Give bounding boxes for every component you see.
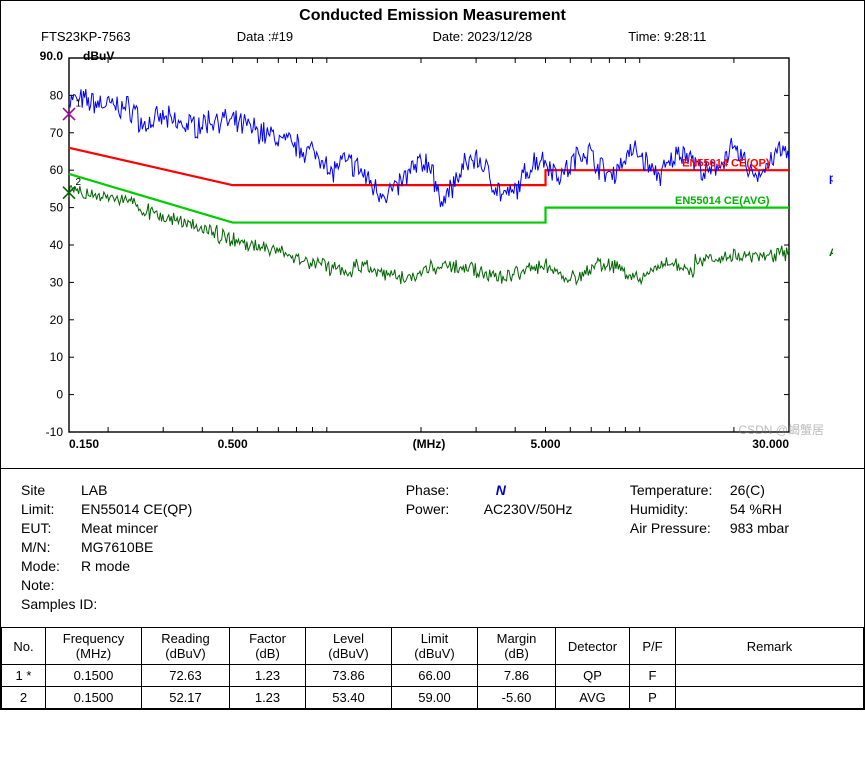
svg-text:40: 40 xyxy=(50,238,64,252)
page-title: Conducted Emission Measurement xyxy=(1,1,864,27)
svg-text:5.000: 5.000 xyxy=(530,437,560,451)
svg-text:30: 30 xyxy=(50,275,64,289)
svg-text:30.000: 30.000 xyxy=(752,437,789,451)
power-value: AC230V/50Hz xyxy=(484,501,573,517)
chart-area: -10 0 10 20 30 40 50 60 70 80 90.0 dBuV 0.150 0.500 5.… xyxy=(1,48,864,468)
eut-value: Meat mincer xyxy=(81,520,158,536)
mn-label: M/N: xyxy=(21,539,81,555)
column-header: Limit(dBuV) xyxy=(392,628,478,665)
svg-text:0.500: 0.500 xyxy=(218,437,248,451)
svg-text:EN55014 CE(QP): EN55014 CE(QP) xyxy=(682,157,770,169)
svg-text:50: 50 xyxy=(50,201,64,215)
column-header: Margin(dB) xyxy=(478,628,556,665)
power-label: Power: xyxy=(406,501,466,517)
humidity-value: 54 %RH xyxy=(730,501,782,517)
pressure-value: 983 mbar xyxy=(730,520,789,536)
column-header: Level(dBuV) xyxy=(306,628,392,665)
svg-text:0.150: 0.150 xyxy=(69,437,99,451)
date: Date: 2023/12/28 xyxy=(433,29,629,44)
svg-text:2: 2 xyxy=(75,177,81,188)
table-row: 1 *0.150072.631.2373.8666.007.86QPF xyxy=(2,665,864,687)
time: Time: 9:28:11 xyxy=(628,29,824,44)
site-value: LAB xyxy=(81,482,107,498)
svg-text:dBuV: dBuV xyxy=(83,49,114,63)
svg-text:80: 80 xyxy=(50,88,64,102)
temp-label: Temperature: xyxy=(630,482,730,498)
mode-value: R mode xyxy=(81,558,130,574)
results-table: No.Frequency(MHz)Reading(dBuV)Factor(dB)… xyxy=(1,627,864,709)
mode-label: Mode: xyxy=(21,558,81,574)
file-id: FTS23KP-7563 xyxy=(41,29,237,44)
eut-label: EUT: xyxy=(21,520,81,536)
phase-label: Phase: xyxy=(406,482,466,498)
pressure-label: Air Pressure: xyxy=(630,520,730,536)
temp-value: 26(C) xyxy=(730,482,765,498)
limit-label: Limit: xyxy=(21,501,81,517)
column-header: Frequency(MHz) xyxy=(46,628,142,665)
info-block: Site LAB Limit: EN55014 CE(QP) EUT: Meat… xyxy=(1,468,864,627)
column-header: Remark xyxy=(676,628,864,665)
svg-text:20: 20 xyxy=(50,313,64,327)
column-header: P/F xyxy=(630,628,676,665)
humidity-label: Humidity: xyxy=(630,501,730,517)
svg-text:peak: peak xyxy=(829,172,833,184)
svg-text:1: 1 xyxy=(75,99,81,110)
data-number: Data :#19 xyxy=(237,29,433,44)
svg-text:-10: -10 xyxy=(46,425,64,439)
column-header: Reading(dBuV) xyxy=(142,628,230,665)
samples-label: Samples ID: xyxy=(21,596,111,612)
svg-text:10: 10 xyxy=(50,350,64,364)
column-header: No. xyxy=(2,628,46,665)
svg-text:70: 70 xyxy=(50,126,64,140)
table-row: 20.150052.171.2353.4059.00-5.60AVGP xyxy=(2,687,864,709)
phase-value: N xyxy=(496,482,506,498)
svg-text:AVG: AVG xyxy=(829,247,833,259)
site-label: Site xyxy=(21,482,81,498)
note-label: Note: xyxy=(21,577,81,593)
meta-row: FTS23KP-7563 Data :#19 Date: 2023/12/28 … xyxy=(1,27,864,48)
svg-text:(MHz): (MHz) xyxy=(413,437,446,451)
column-header: Factor(dB) xyxy=(230,628,306,665)
column-header: Detector xyxy=(556,628,630,665)
svg-text:90.0: 90.0 xyxy=(40,49,64,63)
mn-value: MG7610BE xyxy=(81,539,153,555)
svg-text:EN55014 CE(AVG): EN55014 CE(AVG) xyxy=(675,195,770,207)
svg-text:60: 60 xyxy=(50,163,64,177)
svg-text:0: 0 xyxy=(56,388,63,402)
limit-value: EN55014 CE(QP) xyxy=(81,501,192,517)
